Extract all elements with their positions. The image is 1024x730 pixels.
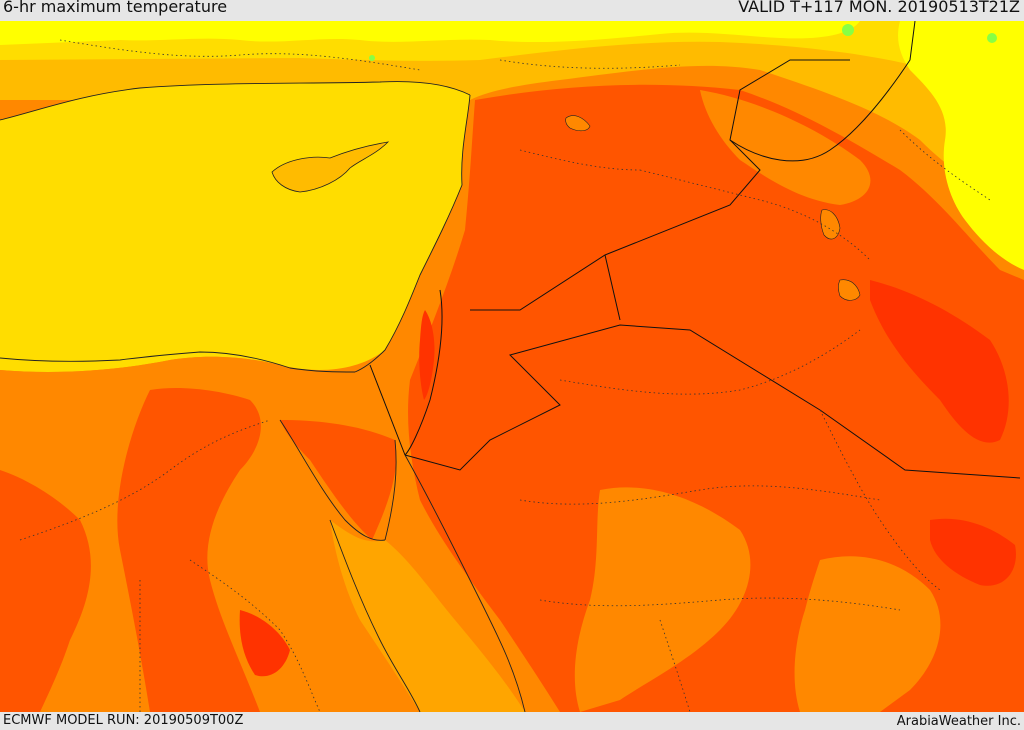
north-iraq-orange (700, 90, 871, 205)
north-bright-yellow (0, 21, 860, 45)
levant-iraq-region (408, 84, 1024, 712)
lake-tharthar (820, 209, 841, 240)
gulf-red (930, 518, 1016, 586)
map-title: 6-hr maximum temperature (3, 0, 228, 16)
credit: ArabiaWeather Inc. (896, 714, 1021, 729)
south-iraq-red (870, 280, 1009, 443)
west-egypt-red (0, 470, 91, 712)
header-bar: 6-hr maximum temperature VALID T+117 MON… (0, 0, 1024, 21)
cold-spot-west (369, 55, 375, 61)
north-yellow-band (0, 21, 1024, 120)
borders (369, 21, 1021, 479)
east-saudi-orange (794, 556, 941, 712)
model-run: ECMWF MODEL RUN: 20190509T00Z (3, 713, 244, 728)
internal-borders (19, 39, 991, 712)
egypt-nile-red (117, 388, 261, 712)
northeast-yellow (898, 21, 1024, 270)
coastlines (0, 81, 526, 712)
valid-time: VALID T+117 MON. 20190513T21Z (738, 0, 1020, 16)
temperature-map[interactable] (0, 21, 1024, 712)
cold-spot-north (842, 24, 854, 36)
jordan-valley-red (419, 310, 435, 400)
lake-assad (565, 115, 591, 132)
nile-red-spot (239, 610, 290, 677)
map-canvas (0, 21, 1024, 712)
sinai (280, 420, 397, 540)
footer-bar: ECMWF MODEL RUN: 20190509T00Z ArabiaWeat… (0, 712, 1024, 729)
south-saudi-orange (574, 487, 751, 712)
cold-spot-northeast (987, 33, 997, 43)
north-warm-band (0, 21, 1024, 200)
lake-razzaza (838, 279, 861, 301)
red-sea (330, 520, 525, 712)
cyprus-island (271, 141, 390, 193)
